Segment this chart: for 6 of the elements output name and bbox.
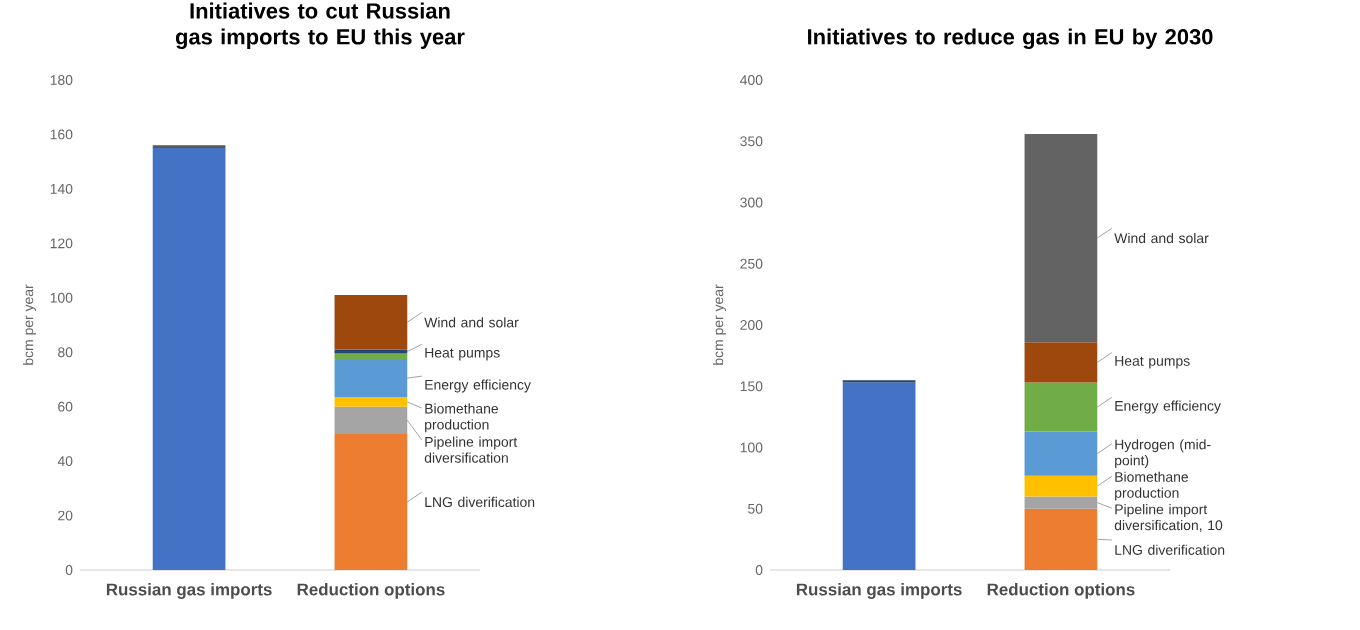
x-tick-label: Russian gas imports (796, 583, 962, 599)
chart-title: Initiatives to reduce gas in EU by 2030 (808, 28, 1213, 50)
x-tick-label: Russian gas imports (106, 583, 272, 599)
x-tick-label: Reduction options (297, 583, 445, 599)
chart-title: Initiatives to cut Russian gas imports to EU this year (175, 2, 465, 50)
x-tick-label: Reduction options (987, 583, 1135, 599)
